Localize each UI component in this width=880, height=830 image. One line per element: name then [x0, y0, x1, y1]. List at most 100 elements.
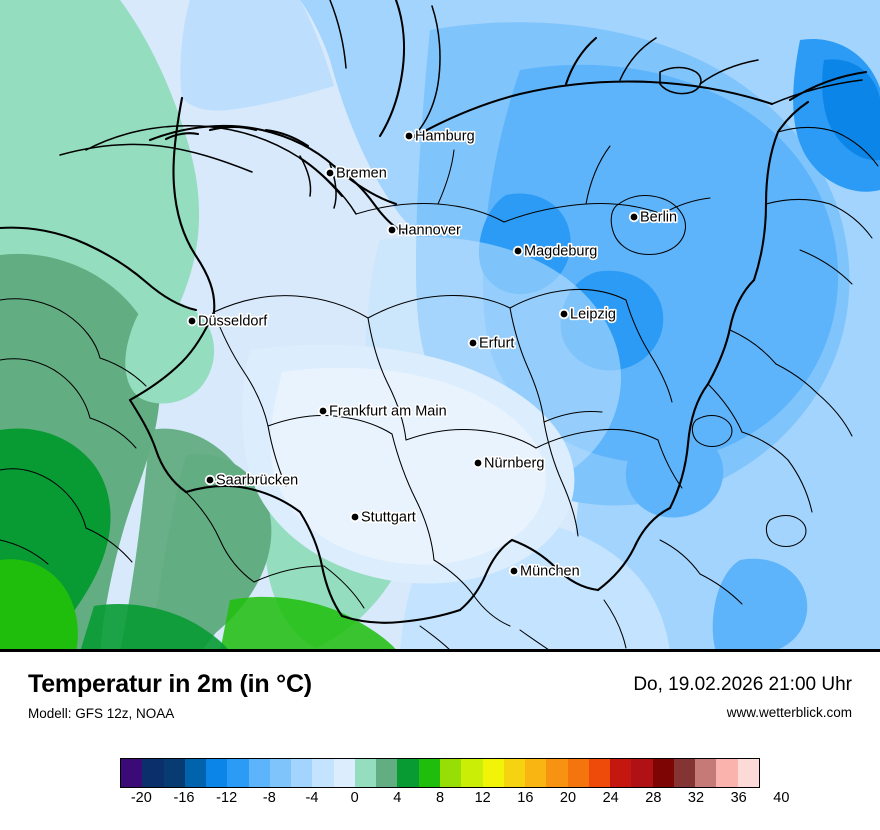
color-scale-swatch [652, 759, 674, 787]
city-marker: Düsseldorf [186, 312, 270, 331]
title-block: Temperatur in 2m (in °C) Modell: GFS 12z… [28, 670, 312, 721]
color-scale-swatch [546, 759, 568, 787]
city-marker: Erfurt [467, 334, 516, 353]
color-scale-tick-label: 40 [773, 790, 790, 806]
city-label: Magdeburg [524, 243, 597, 259]
city-label: Berlin [640, 209, 677, 225]
color-scale-tick-label: -20 [130, 790, 152, 806]
color-scale-swatch [567, 759, 589, 787]
color-scale-bar [120, 758, 760, 788]
color-scale-tick-label: 4 [393, 790, 402, 806]
color-scale-swatch [397, 759, 419, 787]
city-dot-icon [405, 132, 413, 140]
city-label: Hamburg [415, 128, 475, 144]
city-label: Hannover [398, 222, 461, 238]
city-marker: Frankfurt am Main [317, 402, 448, 421]
color-scale-tick-label: -16 [173, 790, 195, 806]
city-label: Erfurt [479, 335, 514, 351]
city-dot-icon [188, 317, 196, 325]
color-scale-swatch [716, 759, 738, 787]
color-scale-swatch [121, 759, 143, 787]
map-canvas: Hamburg Bremen Hannover Berlin Magdeburg Leip… [0, 0, 880, 649]
color-scale-swatch [631, 759, 653, 787]
color-scale-swatch [461, 759, 483, 787]
color-scale-swatch [503, 759, 526, 787]
color-scale-swatch [163, 759, 185, 787]
meta-block: Do, 19.02.2026 21:00 Uhr www.wetterblick… [633, 674, 852, 720]
color-scale-tick-label: 24 [602, 790, 619, 806]
color-scale-ticks: -20 -16 -12 -8 -4 0 4 8 12 16 20 24 28 32 36 40 [0, 790, 880, 814]
city-dot-icon [351, 513, 359, 521]
city-dot-icon [326, 169, 334, 177]
color-scale-swatch [142, 759, 164, 787]
color-scale-tick-label: 28 [645, 790, 662, 806]
color-scale-tick-label: -4 [305, 790, 319, 806]
color-scale-tick-label: 36 [730, 790, 747, 806]
city-marker: Saarbrücken [204, 471, 300, 490]
color-scale-tick-label: 16 [517, 790, 534, 806]
color-scale-swatch [482, 759, 504, 787]
city-label: Frankfurt am Main [329, 403, 447, 419]
model-source-label: Modell: GFS 12z, NOAA [28, 706, 175, 721]
color-scale-tick-label: 0 [350, 790, 359, 806]
city-dot-icon [388, 226, 396, 234]
color-scale-swatch [439, 759, 462, 787]
temperature-band-cold-northeast [242, 0, 880, 649]
site-url-label: www.wetterblick.com [726, 705, 852, 720]
city-label: München [520, 563, 580, 579]
city-dot-icon [206, 476, 214, 484]
city-marker: Hannover [386, 221, 463, 240]
city-label: Saarbrücken [216, 472, 298, 488]
color-scale-tick-label: 20 [559, 790, 577, 806]
color-scale-swatch [673, 759, 696, 787]
map-caption: Temperatur in 2m (in °C) Modell: GFS 12z… [0, 652, 880, 744]
city-marker: Stuttgart [349, 508, 417, 527]
color-scale-swatch [206, 759, 228, 787]
city-dot-icon [514, 247, 522, 255]
color-scale-swatch [291, 759, 313, 787]
city-label: Düsseldorf [198, 313, 268, 329]
color-scale: -20 -16 -12 -8 -4 0 4 8 12 16 20 24 28 32 36 40 [0, 752, 880, 822]
temperature-map[interactable]: Hamburg Bremen Hannover Berlin Magdeburg Leip… [0, 0, 880, 652]
city-marker: München [508, 562, 581, 581]
color-scale-swatch [376, 759, 398, 787]
city-label: Nürnberg [484, 455, 544, 471]
city-markers-layer: Hamburg Bremen Hannover Berlin Magdeburg Leip… [186, 127, 679, 581]
city-marker: Leipzig [558, 305, 618, 324]
color-scale-tick-label: 32 [687, 790, 705, 806]
color-scale-swatch [354, 759, 377, 787]
city-marker: Magdeburg [512, 242, 599, 261]
color-scale-swatch [227, 759, 249, 787]
sea-temperature-tint [180, 0, 334, 111]
color-scale-swatch [248, 759, 270, 787]
page-title: Temperatur in 2m (in °C) [28, 670, 312, 698]
city-label: Leipzig [570, 306, 616, 322]
color-scale-swatch [269, 759, 292, 787]
state-borders [0, 126, 879, 649]
city-marker: Hamburg [403, 127, 476, 146]
city-dot-icon [469, 339, 477, 347]
city-dot-icon [510, 567, 518, 575]
color-scale-swatch [418, 759, 440, 787]
city-dot-icon [474, 459, 482, 467]
city-dot-icon [560, 310, 568, 318]
color-scale-swatch [333, 759, 355, 787]
valid-time-label: Do, 19.02.2026 21:00 Uhr [633, 674, 852, 695]
color-scale-tick-label: 12 [474, 790, 491, 806]
color-scale-swatch [525, 759, 547, 787]
city-label: Stuttgart [361, 509, 416, 525]
color-scale-tick-label: -8 [262, 790, 276, 806]
color-scale-tick-label: -12 [216, 790, 238, 806]
city-label: Bremen [336, 165, 387, 181]
color-scale-swatch [184, 759, 207, 787]
city-marker: Berlin [628, 208, 679, 227]
color-scale-swatch [312, 759, 334, 787]
city-dot-icon [630, 213, 638, 221]
color-scale-swatch [588, 759, 611, 787]
color-scale-swatch [610, 759, 632, 787]
color-scale-tick-label: 8 [435, 790, 445, 806]
city-marker: Nürnberg [472, 454, 546, 473]
city-marker: Bremen [324, 164, 388, 183]
color-scale-swatch [695, 759, 717, 787]
